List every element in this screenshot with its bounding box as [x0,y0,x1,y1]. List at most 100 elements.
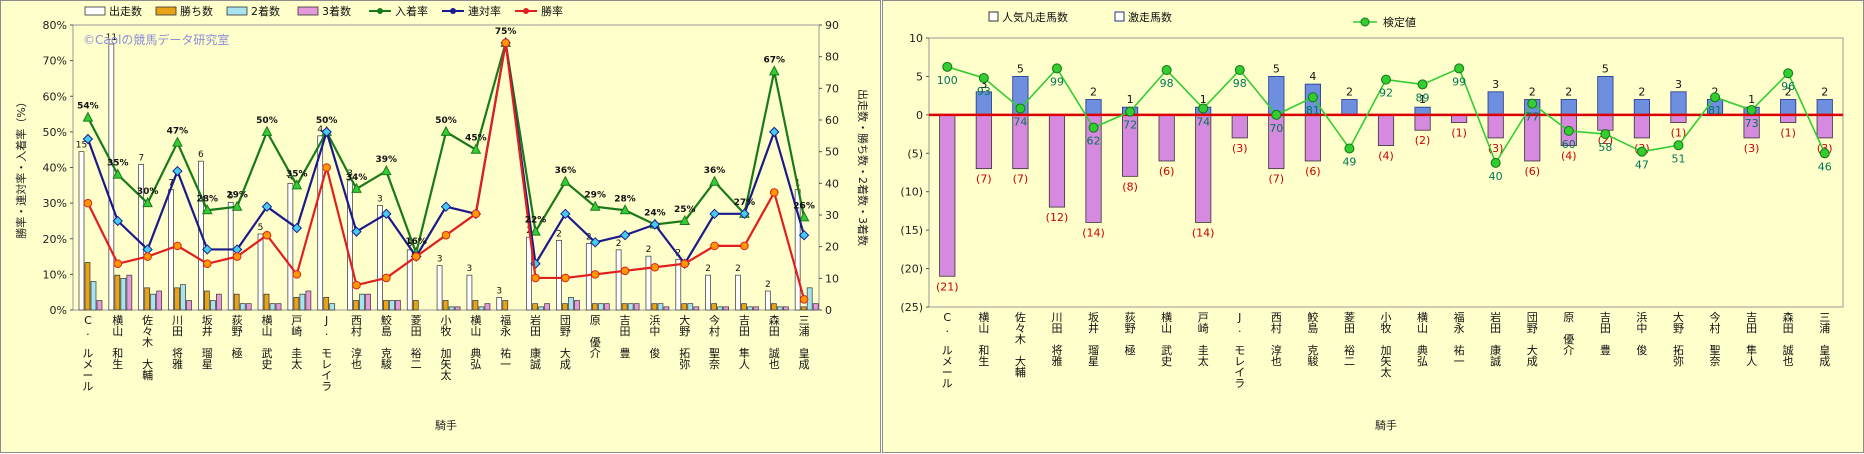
bar-2着数 [747,306,753,311]
marker-連対率 [798,229,810,241]
y-tick-label: 10% [43,268,67,281]
win-count-label: 6 [198,150,204,160]
marker-kentei [1198,103,1209,114]
marker-勝率 [352,280,361,290]
longshot-label: 5 [1017,62,1024,75]
category-label: 浜中 俊 [1636,311,1647,357]
bar-勝ち数 [144,287,151,311]
bar-勝ち数 [651,303,658,311]
win-count-label: 3 [347,169,353,179]
kentei-label: 81 [1708,104,1722,117]
marker-連対率 [440,201,452,212]
bar-2着数 [90,281,97,311]
category-label: 三浦 皇成 [799,314,810,371]
bar-勝ち数 [293,296,300,311]
marker-kentei [1710,92,1721,103]
kentei-label: 99 [1452,75,1466,88]
longshot-label: 4 [1309,70,1316,83]
marker-kentei [1271,109,1282,120]
marker-kentei [1381,74,1391,85]
popular-failure-label: (7) [976,173,992,186]
marker-kentei [1673,140,1684,151]
marker-連対率 [321,126,332,138]
marker-勝率 [441,230,451,240]
bar-2着数 [448,306,455,311]
place-rate-label: 47% [167,127,189,137]
bar-popular-failure [1195,114,1212,223]
win-count-label: 3 [467,264,473,274]
bar-出走数 [675,258,682,311]
bar-3着数 [544,303,550,311]
kentei-label: 74 [1196,115,1210,128]
popular-failure-label: (1) [1780,127,1796,140]
marker-kentei [1051,63,1062,74]
bar-勝ち数 [711,303,717,311]
marker-入着率 [351,182,362,193]
bar-出走数 [436,265,443,311]
category-label: 横山 和生 [112,313,123,371]
bar-3着数 [305,290,312,311]
win-count-label: 2 [556,229,562,239]
bar-勝ち数 [472,300,479,311]
marker-kentei [1636,146,1647,157]
y-tick-label: 50% [43,126,67,139]
marker-入着率 [142,197,153,208]
popular-failure-label: (7) [1269,173,1285,186]
marker-勝率 [471,209,481,219]
legend-swatch [988,11,999,22]
marker-勝率 [292,270,302,279]
longshot-label: 3 [1492,78,1499,91]
marker-勝率 [113,259,123,268]
bar-2着数 [389,300,395,311]
kentei-label: 100 [937,74,958,87]
marker-kentei [1490,157,1501,168]
y2-tick-label: 10 [825,272,839,285]
popular-failure-label: (1) [1671,127,1687,140]
category-label: 吉田 豊 [1600,311,1611,357]
category-label: 原 優介 [1563,311,1574,357]
bar-勝ち数 [681,303,688,311]
marker-勝率 [173,241,182,251]
kentei-label: 98 [1160,77,1174,90]
bar-3着数 [96,300,103,311]
y2-tick-label: 50 [825,146,839,159]
category-label: 福永 祐一 [1454,310,1465,368]
legend-label: 激走馬数 [1128,10,1172,24]
win-count-label: 15 [76,141,87,151]
category-label: 横山 典弘 [470,313,481,371]
kentei-label: 70 [1269,122,1283,135]
category-label: 団野 大成 [1527,311,1538,368]
bar-勝ち数 [114,274,121,311]
kentei-label: 89 [1416,91,1430,104]
category-label: 川田 将雅 [1051,311,1062,368]
win-count-label: 2 [646,245,652,255]
popular-failure-label: (1) [1451,127,1467,140]
bar-popular-failure [1633,114,1650,139]
kentei-label: 62 [1087,135,1101,148]
category-label: 浜中 俊 [649,314,660,360]
marker-入着率 [530,225,541,236]
marker-勝率 [650,262,660,272]
marker-勝率 [590,270,600,279]
category-label: 戸崎 圭太 [291,314,302,371]
category-label: 吉田 隼人 [1746,311,1757,368]
longshot-label: 2 [1090,85,1097,98]
win-count-label: 3 [437,255,443,265]
category-label: 今村 聖奈 [1710,310,1721,368]
marker-入着率 [619,204,631,215]
bar-勝ち数 [383,300,389,311]
bar-出走数 [227,201,234,311]
y-tick-label: (20) [900,263,923,276]
bar-出走数 [377,205,383,311]
bar-3着数 [782,306,789,311]
popular-failure-label: (3) [1232,142,1248,155]
marker-勝率 [322,163,331,172]
bar-2着数 [657,303,664,311]
bar-2着数 [210,300,216,311]
win-count-label: 2 [705,264,711,274]
category-label: 西村 淳也 [1271,311,1282,368]
bar-出走数 [138,163,145,311]
marker-勝率 [143,252,152,261]
category-label: 戸崎 圭太 [1198,311,1209,368]
category-label: 佐々木 大輔 [1015,310,1026,379]
